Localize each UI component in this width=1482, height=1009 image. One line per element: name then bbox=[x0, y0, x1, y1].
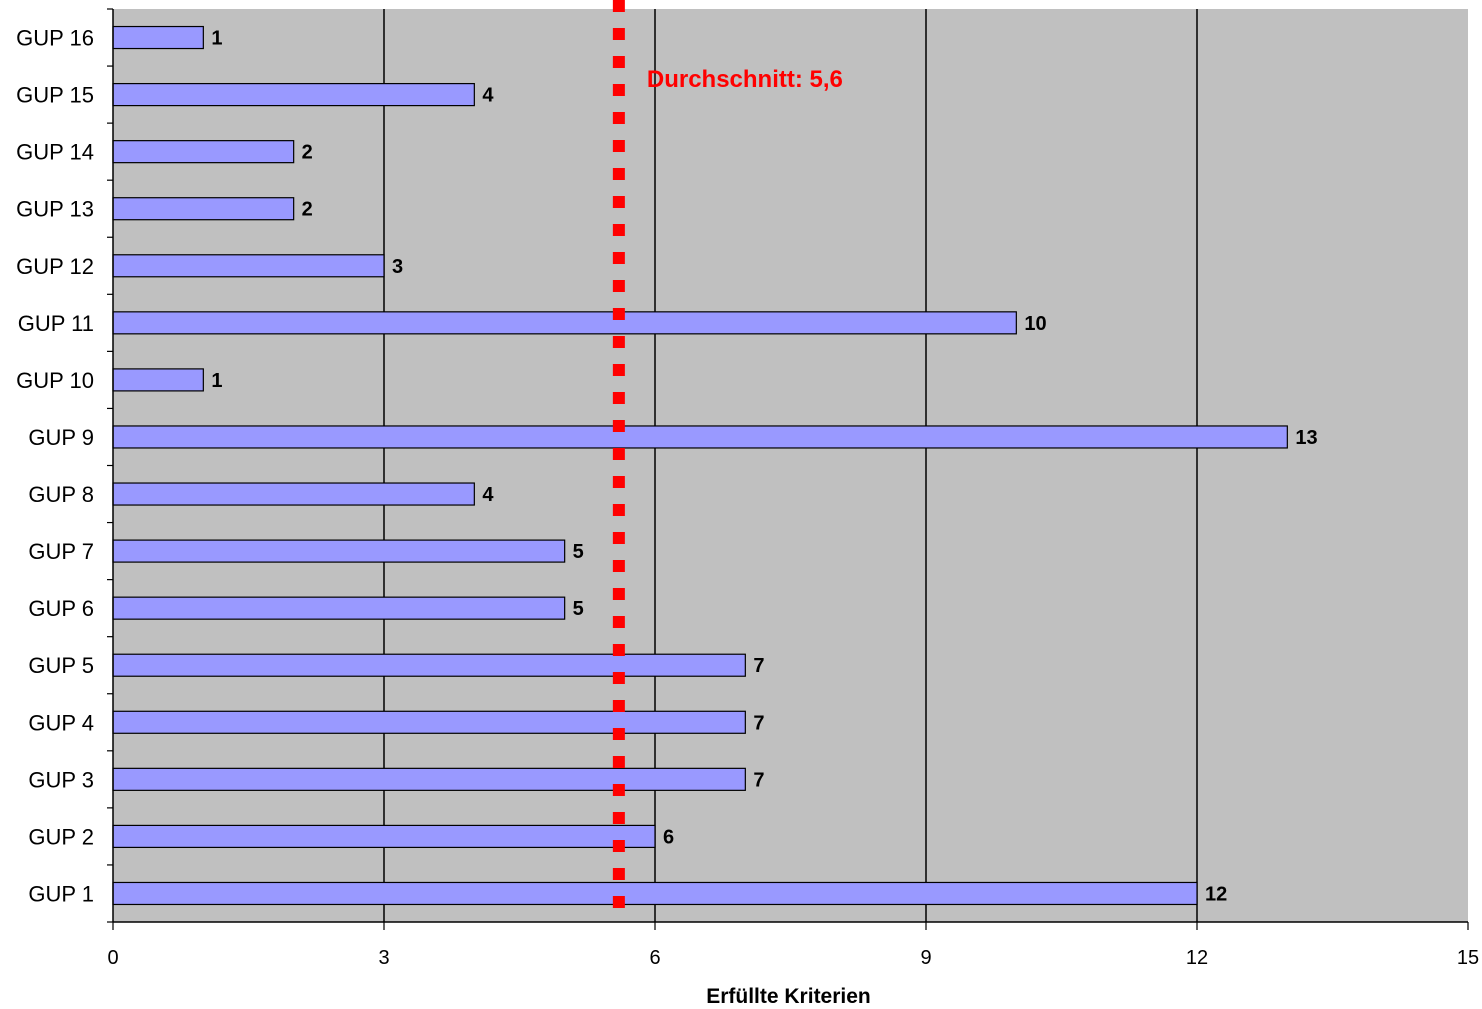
bar bbox=[112, 140, 295, 164]
bar bbox=[112, 824, 656, 849]
category-label: GUP 5 bbox=[28, 653, 94, 678]
data-label: 1 bbox=[211, 28, 222, 50]
category-label: GUP 9 bbox=[28, 425, 94, 450]
category-label: GUP 1 bbox=[28, 881, 94, 906]
x-tick-label: 9 bbox=[920, 947, 931, 969]
reference-line-group: Durchschnitt: 5,6 bbox=[612, 0, 843, 922]
bar bbox=[112, 653, 746, 677]
category-label: GUP 16 bbox=[16, 26, 94, 51]
category-label: GUP 10 bbox=[16, 368, 94, 393]
bar bbox=[112, 311, 1017, 335]
x-tick-label: 0 bbox=[107, 947, 118, 969]
data-label: 2 bbox=[302, 199, 313, 221]
bar bbox=[112, 25, 204, 50]
bar bbox=[112, 197, 295, 221]
data-label: 10 bbox=[1024, 313, 1046, 335]
axes bbox=[107, 8, 1469, 930]
x-axis-title: Erfüllte Kriterien bbox=[706, 985, 871, 1008]
category-label: GUP 7 bbox=[28, 539, 94, 564]
data-label: 4 bbox=[482, 484, 494, 506]
x-tick-label: 6 bbox=[649, 947, 660, 969]
data-label: 2 bbox=[302, 142, 313, 164]
category-label: GUP 15 bbox=[16, 83, 94, 108]
bar bbox=[112, 881, 1198, 906]
bar bbox=[112, 710, 746, 734]
bar bbox=[112, 368, 204, 392]
bar bbox=[112, 539, 566, 563]
bars bbox=[112, 25, 1288, 906]
bar bbox=[112, 82, 475, 107]
data-label: 6 bbox=[663, 826, 674, 848]
data-label: 3 bbox=[392, 256, 403, 278]
data-label: 1 bbox=[211, 370, 222, 392]
bar bbox=[112, 767, 746, 791]
data-label: 7 bbox=[753, 655, 764, 677]
category-label: GUP 6 bbox=[28, 596, 94, 621]
data-label: 7 bbox=[753, 712, 764, 734]
x-tick-label: 12 bbox=[1186, 947, 1208, 969]
category-label: GUP 11 bbox=[18, 311, 94, 336]
data-label: 12 bbox=[1205, 883, 1227, 905]
x-tick-label: 15 bbox=[1457, 947, 1479, 969]
category-label: GUP 8 bbox=[28, 482, 94, 507]
category-label: GUP 2 bbox=[28, 824, 94, 849]
bar bbox=[112, 482, 475, 506]
bar bbox=[112, 596, 566, 620]
average-label: Durchschnitt: 5,6 bbox=[647, 66, 843, 93]
data-label: 4 bbox=[482, 85, 494, 107]
data-label: 7 bbox=[753, 769, 764, 791]
data-label: 5 bbox=[573, 541, 584, 563]
category-label: GUP 13 bbox=[16, 197, 94, 222]
category-label: GUP 4 bbox=[28, 710, 94, 735]
category-label: GUP 12 bbox=[16, 254, 94, 279]
x-tick-label: 3 bbox=[378, 947, 389, 969]
data-label: 5 bbox=[573, 598, 584, 620]
data-label: 13 bbox=[1295, 427, 1317, 449]
category-label: GUP 14 bbox=[16, 140, 94, 165]
bar bbox=[112, 254, 385, 278]
category-label: GUP 3 bbox=[28, 767, 94, 792]
bar bbox=[112, 425, 1288, 449]
